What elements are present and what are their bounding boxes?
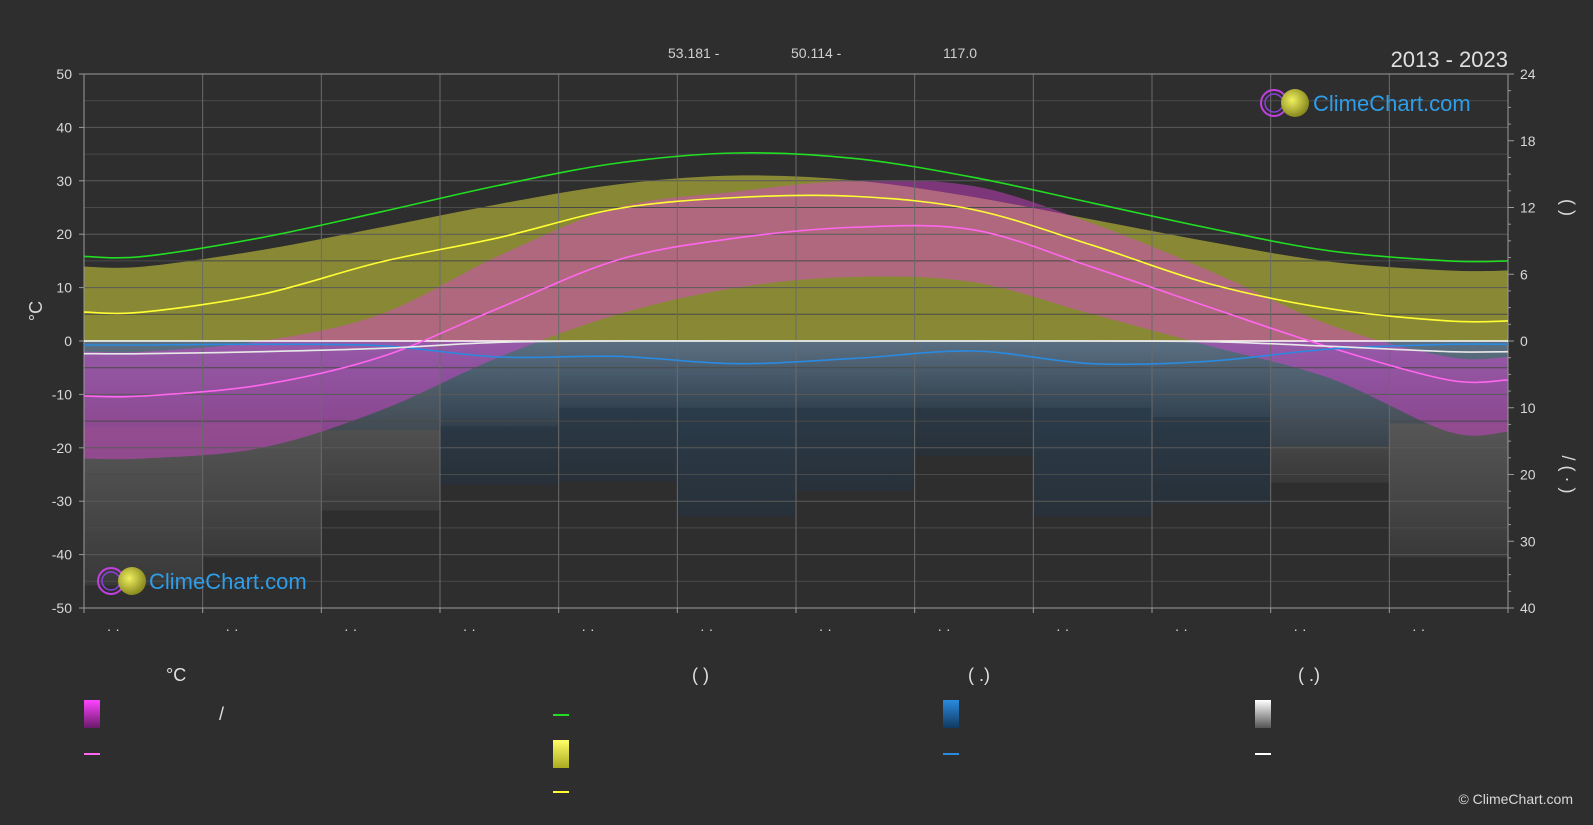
logo-inner-ring-icon xyxy=(1264,93,1284,113)
y-tick-label: -30 xyxy=(52,493,72,509)
period-text: 2013 - 2023 xyxy=(1391,47,1508,72)
legend-sunshine-line-swatch xyxy=(553,791,569,793)
rain-bar xyxy=(1033,341,1152,517)
legend-daylight-swatch xyxy=(553,714,569,716)
month-label: · · xyxy=(1056,621,1069,637)
logo-sun-icon xyxy=(1281,89,1309,117)
rain-bar xyxy=(1152,341,1271,504)
longitude-text: 50.114 - xyxy=(791,45,842,61)
month-label: · · xyxy=(1293,621,1306,637)
logo-sun-icon xyxy=(118,567,146,595)
y-tick-label: 40 xyxy=(56,119,72,135)
legend-rain-heading: ( .) xyxy=(968,665,990,685)
month-label: · · xyxy=(1412,621,1425,637)
month-label: · · xyxy=(344,621,357,637)
rain-mean-line xyxy=(83,343,1509,366)
month-label: · · xyxy=(819,621,832,637)
temperature-mean-line xyxy=(83,224,1509,398)
rain-bar xyxy=(202,341,322,424)
sunshine-line xyxy=(83,194,1509,323)
sun-tick-label: 6 xyxy=(1520,266,1528,282)
rain-bar xyxy=(914,341,1034,456)
rain-bar xyxy=(677,341,796,517)
precip-tick-label: 40 xyxy=(1520,600,1536,616)
month-label: · · xyxy=(225,621,238,637)
sun-tick-label: 0 xyxy=(1520,333,1528,349)
month-label: · · xyxy=(463,621,476,637)
daylight-line xyxy=(83,152,1509,263)
y-tick-label: -50 xyxy=(52,600,72,616)
legend-temp-range-label: / xyxy=(219,704,225,724)
legend-snow-swatch xyxy=(1255,700,1271,728)
brand-logo-bottom: ClimeChart.com xyxy=(97,567,307,595)
precip-tick-label: 30 xyxy=(1520,533,1536,549)
month-label: · · xyxy=(937,621,950,637)
brand-logo-top: ClimeChart.com xyxy=(1260,89,1471,117)
sun-axis-title: ( ) xyxy=(1558,199,1578,216)
precip-axis-title: / ( · ) xyxy=(1558,456,1578,494)
rain-bar xyxy=(440,341,559,485)
y-tick-label: 50 xyxy=(56,66,72,82)
month-label: · · xyxy=(1175,621,1188,637)
rain-bar xyxy=(558,341,678,482)
y-tick-label: 10 xyxy=(56,280,72,296)
legend-rain-mean-swatch xyxy=(943,753,959,755)
y-tick-label: -40 xyxy=(52,547,72,563)
y-tick-label: 20 xyxy=(56,226,72,242)
logo-text: ClimeChart.com xyxy=(1313,91,1471,116)
elevation-text: 117.0 xyxy=(943,45,977,61)
month-label: · · xyxy=(107,621,120,637)
legend-temp-range-swatch xyxy=(84,700,100,728)
rain-bar xyxy=(84,341,203,427)
precip-tick-label: 20 xyxy=(1520,467,1536,483)
latitude-text: 53.181 - xyxy=(668,45,720,61)
legend-rain-swatch xyxy=(943,700,959,728)
rain-bar xyxy=(321,341,440,431)
sun-tick-label: 12 xyxy=(1520,200,1536,216)
y-tick-label: -20 xyxy=(52,440,72,456)
left-axis-title: °C xyxy=(26,301,46,321)
y-tick-label: 30 xyxy=(56,173,72,189)
copyright: © ClimeChart.com xyxy=(1458,791,1573,807)
rain-bar xyxy=(796,341,915,492)
month-label: · · xyxy=(700,621,713,637)
month-label: · · xyxy=(581,621,594,637)
sun-tick-label: 24 xyxy=(1520,66,1536,82)
sun-tick-label: 18 xyxy=(1520,133,1536,149)
legend-temp-mean-swatch xyxy=(84,753,100,755)
legend-sunshine-fill-swatch xyxy=(553,740,569,768)
logo-text: ClimeChart.com xyxy=(149,569,307,594)
legend-snow-mean-swatch xyxy=(1255,753,1271,755)
y-tick-label: 0 xyxy=(64,333,72,349)
legend-sun-heading: ( ) xyxy=(692,665,709,685)
legend-temp-heading: °C xyxy=(166,665,187,685)
precip-tick-label: 10 xyxy=(1520,400,1536,416)
legend-snow-heading: ( .) xyxy=(1298,665,1320,685)
snow-mean-line xyxy=(83,340,1509,355)
y-tick-label: -10 xyxy=(52,386,72,402)
